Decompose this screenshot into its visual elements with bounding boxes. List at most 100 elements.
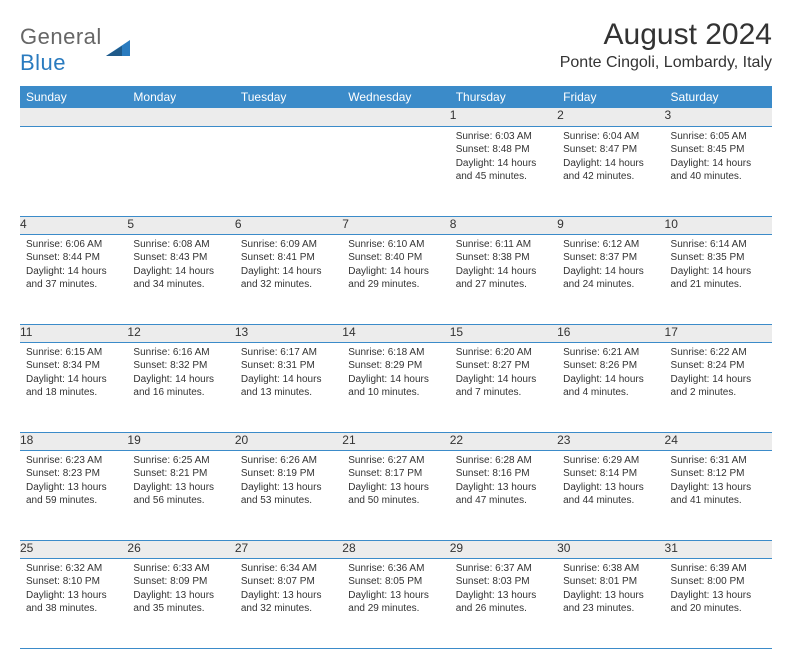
sunrise-line: Sunrise: 6:11 AM [456,238,551,252]
day-number: 22 [450,433,463,447]
day-number: 9 [557,217,564,231]
day-cell: Sunrise: 6:03 AMSunset: 8:48 PMDaylight:… [450,126,557,216]
day-number-cell [235,108,342,126]
day-cell: Sunrise: 6:32 AMSunset: 8:10 PMDaylight:… [20,558,127,648]
day-cell: Sunrise: 6:09 AMSunset: 8:41 PMDaylight:… [235,234,342,324]
sunrise-line: Sunrise: 6:36 AM [348,562,443,576]
day-number-cell: 10 [665,216,772,234]
day-number-cell: 30 [557,540,664,558]
daylight-line: Daylight: 14 hours and 2 minutes. [671,373,766,400]
sunrise-line: Sunrise: 6:39 AM [671,562,766,576]
day-number: 5 [127,217,134,231]
day-number: 20 [235,433,248,447]
day-cell [235,126,342,216]
title-block: August 2024 Ponte Cingoli, Lombardy, Ita… [560,18,772,72]
sunset-line: Sunset: 8:47 PM [563,143,658,157]
day-number: 31 [665,541,678,555]
day-number: 6 [235,217,242,231]
day-content: Sunrise: 6:20 AMSunset: 8:27 PMDaylight:… [450,343,557,406]
day-number-cell: 8 [450,216,557,234]
day-number-cell: 11 [20,324,127,342]
day-content: Sunrise: 6:36 AMSunset: 8:05 PMDaylight:… [342,559,449,622]
sunset-line: Sunset: 8:35 PM [671,251,766,265]
day-number: 4 [20,217,27,231]
day-cell: Sunrise: 6:18 AMSunset: 8:29 PMDaylight:… [342,342,449,432]
sunset-line: Sunset: 8:40 PM [348,251,443,265]
sunrise-line: Sunrise: 6:21 AM [563,346,658,360]
sunrise-line: Sunrise: 6:04 AM [563,130,658,144]
day-cell: Sunrise: 6:29 AMSunset: 8:14 PMDaylight:… [557,450,664,540]
day-number: 28 [342,541,355,555]
daylight-line: Daylight: 13 hours and 50 minutes. [348,481,443,508]
day-number-cell: 27 [235,540,342,558]
logo-word-general: General [20,24,102,49]
day-cell: Sunrise: 6:12 AMSunset: 8:37 PMDaylight:… [557,234,664,324]
day-cell [342,126,449,216]
daylight-line: Daylight: 13 hours and 35 minutes. [133,589,228,616]
day-number-cell: 19 [127,432,234,450]
sunset-line: Sunset: 8:00 PM [671,575,766,589]
daylight-line: Daylight: 14 hours and 4 minutes. [563,373,658,400]
day-content: Sunrise: 6:18 AMSunset: 8:29 PMDaylight:… [342,343,449,406]
day-number: 7 [342,217,349,231]
day-cell: Sunrise: 6:23 AMSunset: 8:23 PMDaylight:… [20,450,127,540]
month-title: August 2024 [560,18,772,52]
sunrise-line: Sunrise: 6:06 AM [26,238,121,252]
daylight-line: Daylight: 13 hours and 32 minutes. [241,589,336,616]
sunset-line: Sunset: 8:09 PM [133,575,228,589]
day-cell: Sunrise: 6:06 AMSunset: 8:44 PMDaylight:… [20,234,127,324]
day-number-cell: 4 [20,216,127,234]
daylight-line: Daylight: 14 hours and 10 minutes. [348,373,443,400]
location: Ponte Cingoli, Lombardy, Italy [560,54,772,72]
sunset-line: Sunset: 8:41 PM [241,251,336,265]
sunset-line: Sunset: 8:34 PM [26,359,121,373]
day-content: Sunrise: 6:08 AMSunset: 8:43 PMDaylight:… [127,235,234,298]
day-number: 2 [557,108,564,122]
sunrise-line: Sunrise: 6:20 AM [456,346,551,360]
day-cell: Sunrise: 6:31 AMSunset: 8:12 PMDaylight:… [665,450,772,540]
day-cell: Sunrise: 6:11 AMSunset: 8:38 PMDaylight:… [450,234,557,324]
day-number: 12 [127,325,140,339]
logo-word-blue: Blue [20,50,66,75]
sunrise-line: Sunrise: 6:31 AM [671,454,766,468]
sunset-line: Sunset: 8:27 PM [456,359,551,373]
sunset-line: Sunset: 8:03 PM [456,575,551,589]
day-number: 1 [450,108,457,122]
day-number-cell: 26 [127,540,234,558]
day-number: 14 [342,325,355,339]
day-number-cell: 7 [342,216,449,234]
sunrise-line: Sunrise: 6:08 AM [133,238,228,252]
sunrise-line: Sunrise: 6:14 AM [671,238,766,252]
day-number-cell: 18 [20,432,127,450]
weekday-header: Friday [557,86,664,108]
sunrise-line: Sunrise: 6:23 AM [26,454,121,468]
day-cell: Sunrise: 6:26 AMSunset: 8:19 PMDaylight:… [235,450,342,540]
day-number-cell: 9 [557,216,664,234]
day-number: 15 [450,325,463,339]
day-cell: Sunrise: 6:10 AMSunset: 8:40 PMDaylight:… [342,234,449,324]
sunset-line: Sunset: 8:23 PM [26,467,121,481]
day-number-cell: 25 [20,540,127,558]
day-cell: Sunrise: 6:17 AMSunset: 8:31 PMDaylight:… [235,342,342,432]
daylight-line: Daylight: 13 hours and 26 minutes. [456,589,551,616]
day-content: Sunrise: 6:33 AMSunset: 8:09 PMDaylight:… [127,559,234,622]
day-cell: Sunrise: 6:25 AMSunset: 8:21 PMDaylight:… [127,450,234,540]
day-content: Sunrise: 6:17 AMSunset: 8:31 PMDaylight:… [235,343,342,406]
day-content: Sunrise: 6:38 AMSunset: 8:01 PMDaylight:… [557,559,664,622]
day-number-cell: 15 [450,324,557,342]
sunset-line: Sunset: 8:32 PM [133,359,228,373]
day-number-cell: 22 [450,432,557,450]
sunrise-line: Sunrise: 6:12 AM [563,238,658,252]
daylight-line: Daylight: 14 hours and 34 minutes. [133,265,228,292]
day-number-cell: 6 [235,216,342,234]
day-number: 19 [127,433,140,447]
day-content: Sunrise: 6:25 AMSunset: 8:21 PMDaylight:… [127,451,234,514]
day-cell [127,126,234,216]
day-cell: Sunrise: 6:34 AMSunset: 8:07 PMDaylight:… [235,558,342,648]
sunset-line: Sunset: 8:44 PM [26,251,121,265]
day-cell: Sunrise: 6:37 AMSunset: 8:03 PMDaylight:… [450,558,557,648]
day-cell: Sunrise: 6:05 AMSunset: 8:45 PMDaylight:… [665,126,772,216]
day-content: Sunrise: 6:31 AMSunset: 8:12 PMDaylight:… [665,451,772,514]
day-number: 30 [557,541,570,555]
day-number: 29 [450,541,463,555]
